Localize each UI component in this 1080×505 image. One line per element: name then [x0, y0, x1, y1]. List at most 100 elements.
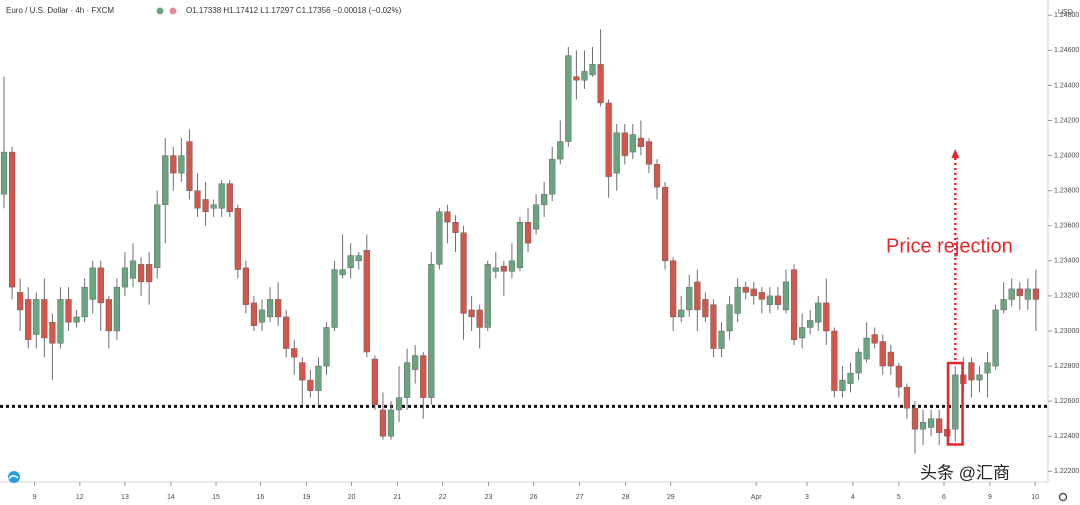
symbol-title: Euro / U.S. Dollar · 4h · FXCM	[6, 6, 114, 15]
buy-dot[interactable]	[156, 7, 164, 15]
candle-body	[508, 260, 516, 272]
candle-body	[597, 64, 604, 104]
candle-body	[170, 155, 177, 174]
candle-body	[605, 102, 612, 177]
candle-body	[162, 155, 169, 205]
candle-body	[895, 365, 902, 388]
candle-body	[839, 379, 846, 391]
y-tick-label: 1.24800	[1054, 12, 1079, 19]
candle-body	[299, 362, 306, 381]
candle-body	[178, 155, 185, 174]
candle-body	[645, 141, 653, 165]
candle-body	[710, 304, 717, 349]
candle-body	[355, 255, 362, 262]
y-tick-label: 1.23600	[1054, 223, 1079, 230]
x-tick-label: 9	[33, 494, 37, 501]
candle-body	[573, 76, 580, 81]
candle-body	[903, 386, 911, 409]
candle-body	[1000, 299, 1007, 311]
candle-body	[363, 250, 370, 353]
candle-body	[589, 64, 596, 76]
candle-body	[97, 267, 104, 304]
settings-icon[interactable]	[1058, 492, 1068, 502]
annotation: Price rejection	[886, 235, 1013, 257]
candle-body	[315, 365, 322, 391]
candle-body	[234, 208, 241, 270]
y-tick-label: 1.24600	[1054, 47, 1079, 54]
candle-body	[799, 327, 806, 339]
candle-body	[65, 299, 72, 323]
candle-body	[968, 362, 975, 381]
candle-body	[371, 358, 378, 405]
x-tick-label: 26	[530, 494, 538, 501]
y-tick-label: 1.23800	[1054, 188, 1079, 195]
watermark: 头条 @汇商	[920, 463, 1010, 482]
candle-body	[678, 309, 685, 318]
candle-body	[331, 269, 338, 328]
x-tick-label: 15	[212, 494, 220, 501]
highlight-box	[946, 361, 964, 446]
candle-body	[81, 286, 88, 318]
candle-body	[49, 322, 56, 344]
candle-body	[0, 151, 8, 195]
candle-body	[670, 260, 677, 318]
candle-body	[557, 141, 564, 160]
candle-body	[936, 418, 943, 433]
candle-body	[210, 204, 217, 209]
candle-body	[404, 362, 411, 398]
candle-body	[121, 267, 129, 288]
x-tick-label: 28	[622, 494, 630, 501]
x-tick-label: 9	[988, 494, 992, 501]
candle-body	[242, 267, 249, 305]
candle-body	[428, 264, 435, 398]
candle-body	[41, 299, 48, 339]
candle-body	[637, 137, 644, 148]
candle-body	[105, 299, 112, 332]
candle-body	[460, 232, 467, 314]
candle-body	[750, 288, 757, 297]
candle-body	[266, 299, 274, 318]
candle-body	[186, 141, 193, 191]
y-tick-label: 1.22600	[1054, 398, 1079, 405]
candle-body	[379, 409, 387, 437]
candle-body	[25, 299, 32, 340]
candle-body	[952, 374, 959, 430]
candle-body	[565, 55, 572, 142]
candle-body	[992, 309, 999, 367]
candle-body	[412, 355, 419, 370]
candle-body	[17, 292, 24, 311]
sell-dot[interactable]	[169, 7, 177, 15]
candle-body	[581, 71, 588, 81]
x-tick-label: 20	[348, 494, 356, 501]
x-tick-label: 14	[167, 494, 175, 501]
candle-body	[323, 327, 330, 367]
candle-body	[113, 286, 120, 332]
candle-body	[275, 299, 282, 318]
candle-body	[387, 409, 395, 437]
candle-body	[919, 421, 927, 430]
x-tick-label: 21	[394, 494, 402, 501]
candle-body	[629, 134, 636, 153]
x-tick-label: 16	[256, 494, 264, 501]
candle-body	[8, 151, 16, 288]
candle-body	[444, 211, 451, 223]
candle-body	[532, 204, 540, 230]
y-tick-label: 1.22200	[1054, 468, 1079, 475]
candle-body	[766, 295, 773, 305]
x-tick-label: 6	[942, 494, 946, 501]
candle-body	[202, 199, 209, 212]
x-tick-label: 4	[851, 494, 855, 501]
candle-body	[807, 320, 814, 328]
candle-body	[468, 309, 475, 318]
y-tick-label: 1.24000	[1054, 152, 1079, 159]
x-tick-label: 12	[76, 494, 84, 501]
candle-body	[226, 183, 233, 212]
x-tick-label: Apr	[751, 494, 763, 501]
x-tick-label: 29	[667, 494, 675, 501]
y-tick-label: 1.23000	[1054, 328, 1079, 335]
candle-body	[258, 309, 266, 323]
candle-body	[57, 299, 64, 344]
y-tick-label: 1.23200	[1054, 293, 1079, 300]
candle-body	[887, 351, 894, 367]
